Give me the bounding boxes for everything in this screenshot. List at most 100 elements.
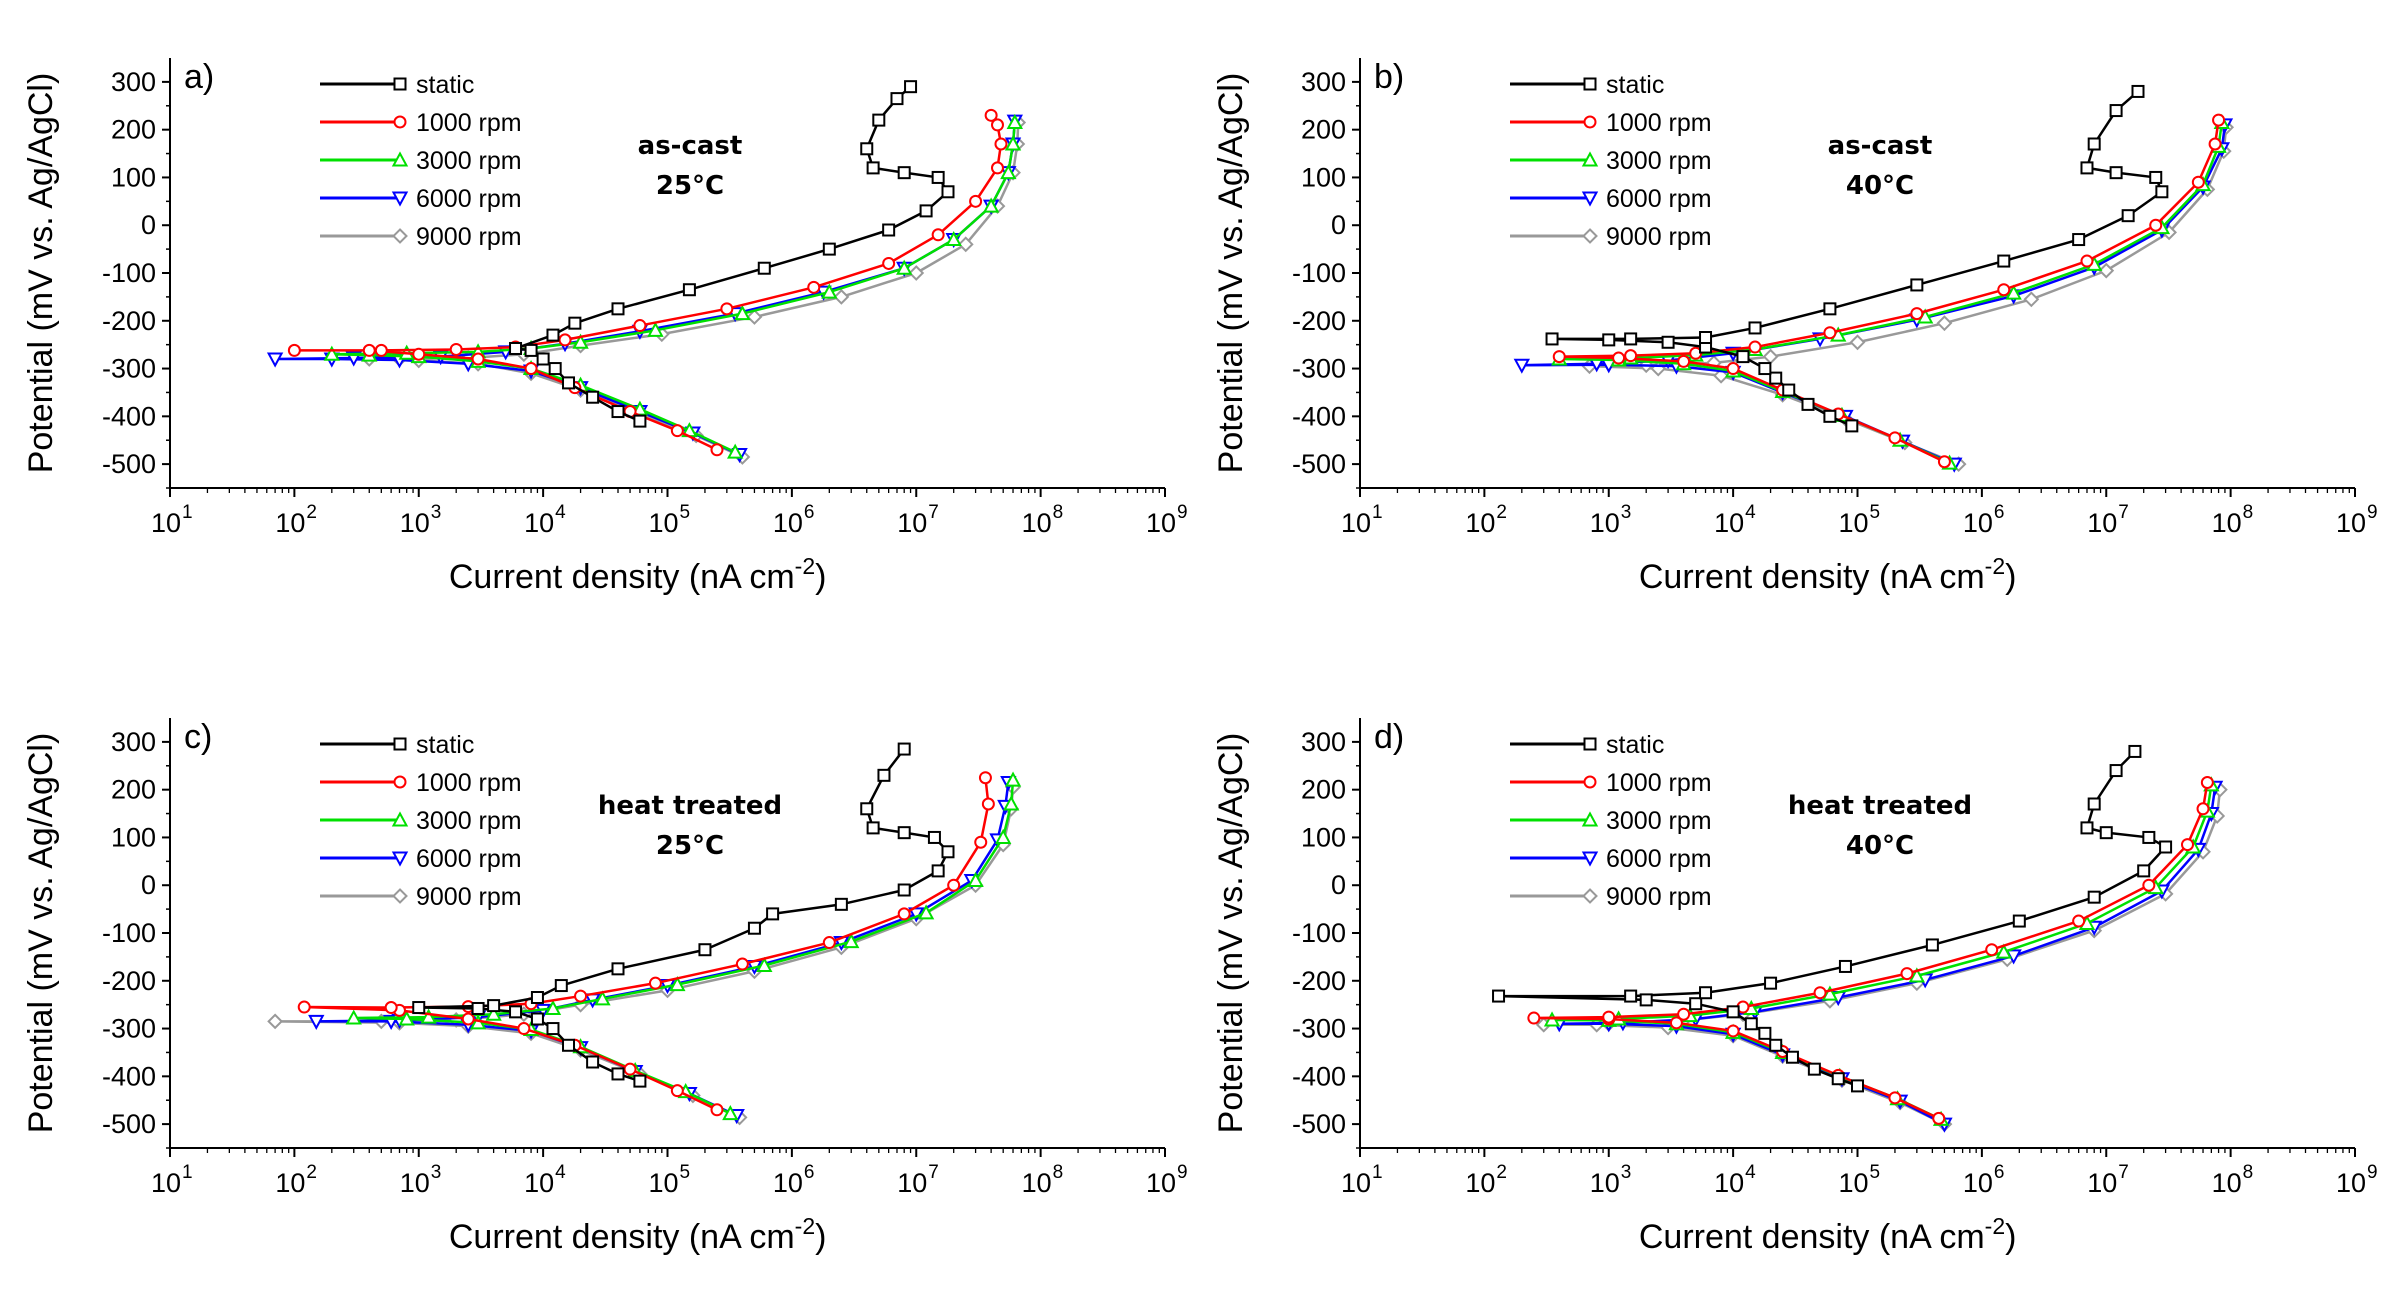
- x-tick-label: 10: [151, 508, 181, 538]
- data-point: [978, 771, 992, 785]
- y-axis-label: Potential (mV vs. Ag/AgCl): [1212, 73, 1250, 474]
- x-tick-exponent: 2: [1496, 1162, 1507, 1183]
- x-tick-exponent: 7: [928, 1162, 939, 1183]
- data-point: [1689, 997, 1703, 1011]
- legend-entry: 3000 rpm: [1606, 807, 1712, 835]
- data-point: [757, 261, 771, 275]
- data-point: [994, 137, 1008, 151]
- data-point: [524, 362, 538, 376]
- legend-entry: static: [416, 731, 474, 759]
- y-tick-label: 300: [111, 727, 156, 757]
- data-point: [1997, 254, 2011, 268]
- legend-marker: [1583, 77, 1597, 91]
- y-tick-label: 200: [111, 115, 156, 145]
- data-point: [1602, 1010, 1616, 1024]
- condition-annotation: as-cast: [638, 131, 743, 161]
- legend: static 1000 rpm 3000 rpm 6000 rpm 9000 rpm: [320, 71, 522, 251]
- data-point: [554, 979, 568, 993]
- legend-entry: 6000 rpm: [1606, 185, 1712, 213]
- legend-entry: 1000 rpm: [416, 769, 522, 797]
- data-point: [362, 343, 376, 357]
- condition-annotation: 40°C: [1846, 831, 1914, 861]
- legend: static 1000 rpm 3000 rpm 6000 rpm 9000 rpm: [320, 731, 522, 911]
- data-point: [420, 1008, 437, 1024]
- data-point: [611, 962, 625, 976]
- data-point: [1677, 354, 1691, 368]
- x-tick-exponent: 3: [1621, 1162, 1632, 1183]
- x-tick-label: 10: [400, 1168, 430, 1198]
- data-point: [2109, 166, 2123, 180]
- legend: static 1000 rpm 3000 rpm 6000 rpm 9000 rpm: [1510, 731, 1712, 911]
- data-point: [2023, 291, 2040, 308]
- data-point: [1669, 1016, 1683, 1030]
- data-point: [834, 897, 848, 911]
- x-tick-label: 10: [2336, 1168, 2366, 1198]
- data-point: [267, 1013, 284, 1030]
- data-point: [766, 907, 780, 921]
- data-point: [843, 933, 860, 949]
- data-point: [722, 1105, 739, 1121]
- x-tick-exponent: 8: [1053, 502, 1064, 523]
- data-point: [1838, 959, 1852, 973]
- legend-entry: static: [416, 71, 474, 99]
- x-tick-exponent: 4: [555, 1162, 566, 1183]
- data-point: [572, 333, 589, 349]
- data-point: [982, 197, 1000, 213]
- data-point: [509, 1005, 523, 1019]
- data-point: [471, 1001, 485, 1015]
- data-point: [530, 991, 544, 1004]
- x-tick-label: 10: [1146, 508, 1176, 538]
- legend-marker: [391, 811, 409, 827]
- x-tick-label: 10: [2336, 508, 2366, 538]
- y-tick-label: 300: [1301, 727, 1346, 757]
- panel-label: d): [1374, 718, 1404, 756]
- y-tick-label: -400: [1292, 1061, 1346, 1091]
- data-point: [1769, 371, 1783, 385]
- y-tick-label: -300: [1292, 354, 1346, 384]
- y-axis-label: Potential (mV vs. Ag/AgCl): [22, 733, 60, 1134]
- legend-entry: 3000 rpm: [416, 807, 522, 835]
- legend-marker: [391, 191, 409, 207]
- x-tick-exponent: 9: [2367, 1162, 2378, 1183]
- data-point: [1813, 986, 1827, 1000]
- data-point: [866, 161, 880, 175]
- legend-marker: [1581, 811, 1599, 827]
- panel-label: a): [184, 58, 214, 96]
- data-point: [2142, 878, 2156, 892]
- data-point: [2180, 838, 2194, 852]
- data-point: [1677, 1007, 1691, 1021]
- data-point: [2109, 764, 2123, 778]
- y-tick-label: -500: [1292, 1109, 1346, 1139]
- legend-entry: 9000 rpm: [1606, 223, 1712, 251]
- data-point: [945, 230, 962, 247]
- x-tick-exponent: 5: [1870, 1162, 1881, 1183]
- y-tick-label: 100: [1301, 162, 1346, 192]
- data-point: [384, 1001, 398, 1015]
- x-tick-exponent: 4: [1745, 502, 1756, 523]
- data-point: [412, 1001, 426, 1015]
- data-point: [1785, 1050, 1799, 1064]
- data-point: [896, 259, 913, 275]
- data-point: [524, 343, 538, 357]
- data-point: [345, 1009, 362, 1025]
- data-point: [904, 80, 918, 94]
- data-point: [2121, 209, 2135, 223]
- data-point: [735, 957, 749, 971]
- x-tick-exponent: 6: [804, 502, 815, 523]
- x-tick-label: 10: [897, 508, 927, 538]
- data-point: [1000, 164, 1017, 180]
- x-tick-label: 10: [2087, 1168, 2117, 1198]
- panel-label: c): [184, 718, 212, 756]
- x-tick-exponent: 2: [306, 1162, 317, 1183]
- data-point: [1937, 455, 1951, 469]
- data-point: [1831, 1072, 1845, 1086]
- data-point: [2212, 113, 2226, 127]
- x-tick-label: 10: [2087, 508, 2117, 538]
- legend-entry: 1000 rpm: [1606, 109, 1712, 137]
- legend-marker: [391, 851, 409, 867]
- x-tick-label: 10: [1838, 1168, 1868, 1198]
- data-point: [957, 236, 974, 253]
- x-tick-label: 10: [897, 1168, 927, 1198]
- x-tick-exponent: 8: [2243, 502, 2254, 523]
